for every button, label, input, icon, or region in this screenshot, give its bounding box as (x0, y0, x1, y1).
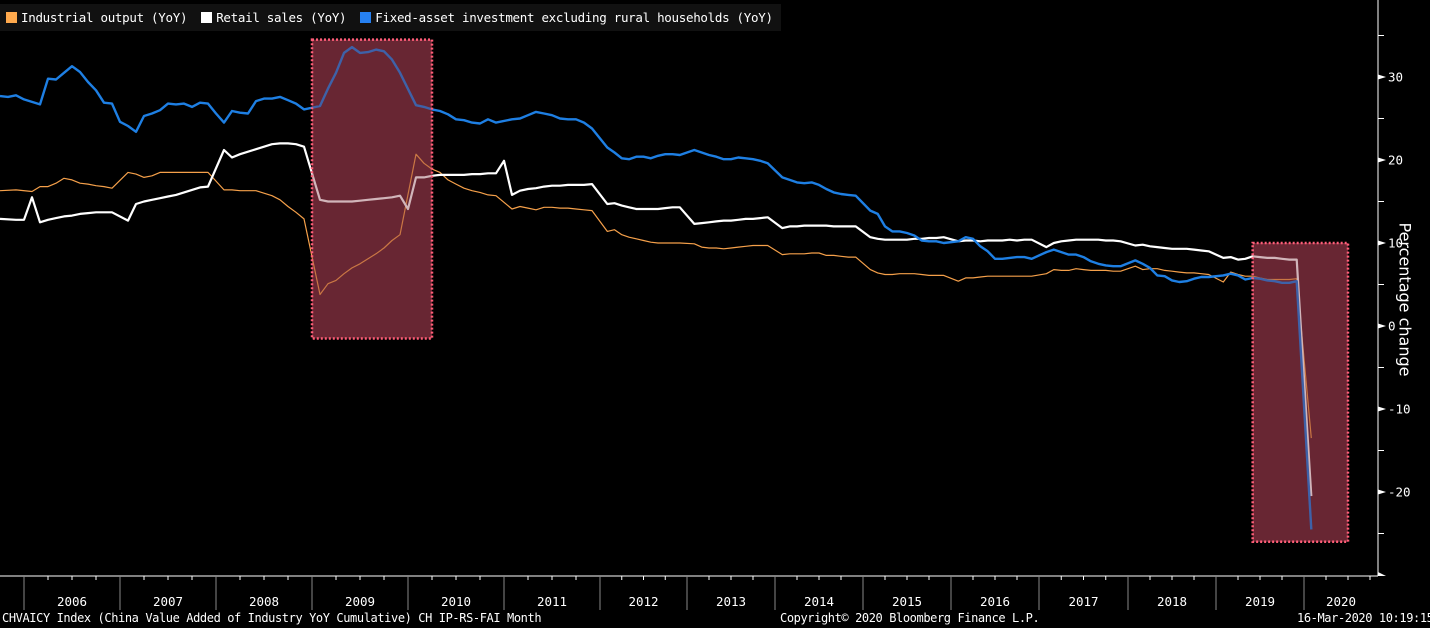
x-tick-label: 2012 (628, 594, 658, 609)
legend-item-industrial-output: Industrial output (YoY) (6, 10, 188, 25)
y-tick (1378, 323, 1386, 329)
highlight-overlays (310, 38, 1350, 544)
y-tick (1378, 74, 1386, 80)
x-tick-label: 2008 (249, 594, 279, 609)
y-tick-label: -20 (1388, 485, 1411, 500)
x-tick-label: 2007 (153, 594, 183, 609)
footer-timestamp: 16-Mar-2020 10:19:15 (1297, 611, 1430, 625)
x-tick-label: 2013 (716, 594, 746, 609)
y-tick-label: 0 (1388, 319, 1396, 334)
highlight-border (1251, 241, 1350, 544)
legend: Industrial output (YoY) Retail sales (Yo… (0, 4, 781, 31)
x-tick-label: 2017 (1068, 594, 1098, 609)
y-tick (1378, 406, 1386, 412)
x-tick-label: 2009 (345, 594, 375, 609)
x-tick-label: 2015 (892, 594, 922, 609)
legend-swatch-orange (6, 12, 17, 23)
highlight-box (1252, 243, 1348, 542)
highlight-border (310, 38, 434, 340)
x-tick-label: 2019 (1245, 594, 1275, 609)
highlight-tint (312, 39, 432, 339)
legend-swatch-blue (360, 12, 372, 23)
legend-label: Industrial output (YoY) (21, 10, 188, 25)
x-tick-label: 2011 (537, 594, 567, 609)
footer-source: CHVAICY Index (China Value Added of Indu… (2, 611, 542, 625)
legend-label: Retail sales (YoY) (216, 10, 347, 25)
highlight-boxes (312, 39, 1348, 542)
legend-swatch-white (201, 12, 213, 23)
series-line-2 (0, 45, 1313, 530)
y-tick-label: 30 (1388, 70, 1403, 85)
series-lines (0, 45, 1313, 530)
legend-item-fixed-asset-investment: Fixed-asset investment excluding rural h… (360, 10, 773, 25)
y-tick (1378, 157, 1386, 163)
highlight-tint (1252, 243, 1348, 542)
y-tick-label: 10 (1388, 236, 1403, 251)
x-tick-label: 2020 (1326, 594, 1356, 609)
series-line-1 (0, 142, 1313, 497)
y-tick-label: 20 (1388, 153, 1403, 168)
y-tick-label: -10 (1388, 402, 1411, 417)
x-tick-label: 2006 (57, 594, 87, 609)
y-tick (1378, 240, 1386, 246)
legend-label: Fixed-asset investment excluding rural h… (375, 10, 773, 25)
x-tick-label: 2016 (980, 594, 1010, 609)
x-tick-label: 2018 (1157, 594, 1187, 609)
footer-copyright: Copyright© 2020 Bloomberg Finance L.P. (780, 611, 1040, 625)
axis-corner-marker (1378, 572, 1386, 576)
y-tick (1378, 489, 1386, 495)
x-tick-label: 2010 (441, 594, 471, 609)
x-tick-label: 2014 (804, 594, 834, 609)
series-line-0 (0, 153, 1312, 439)
legend-item-retail-sales: Retail sales (YoY) (201, 10, 347, 25)
y-axis-label: Percentage change (1395, 222, 1415, 377)
